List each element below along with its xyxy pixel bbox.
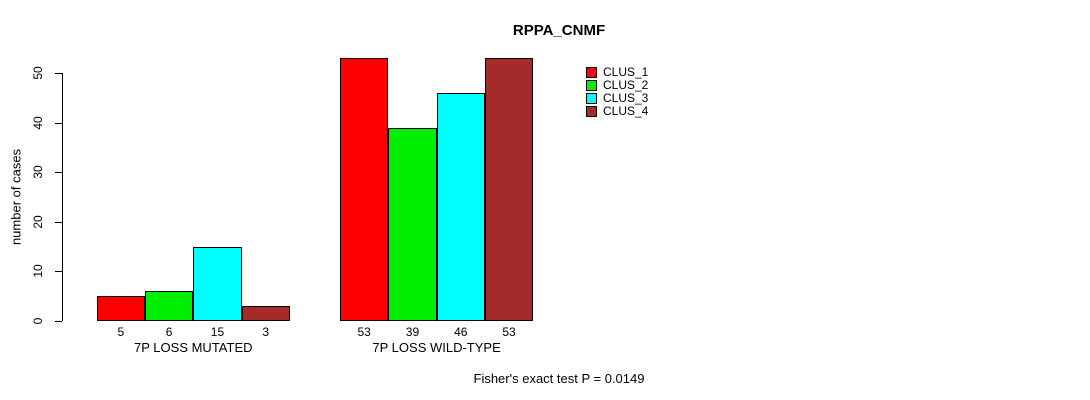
legend-item-clus_2: CLUS_2 xyxy=(586,79,648,92)
y-axis-line xyxy=(62,73,63,321)
bar-clus_1 xyxy=(96,296,145,321)
chart-title: RPPA_CNMF xyxy=(512,22,606,39)
legend-label: CLUS_3 xyxy=(603,91,649,105)
bar-value-label: 5 xyxy=(117,325,125,339)
y-tick-label: 50 xyxy=(31,66,45,80)
x-group-label: 7P LOSS WILD-TYPE xyxy=(372,340,501,355)
bar-value-label: 53 xyxy=(357,325,371,339)
y-tick-label: 10 xyxy=(31,264,45,279)
bar-clus_1 xyxy=(340,58,389,321)
y-tick-mark xyxy=(55,122,62,124)
bar-value-label: 53 xyxy=(502,325,516,339)
legend: CLUS_1 CLUS_2 CLUS_3 CLUS_4 xyxy=(586,66,648,118)
y-tick-mark xyxy=(55,321,62,322)
bar-clus_2 xyxy=(145,291,194,321)
y-tick-label: 30 xyxy=(31,165,45,179)
legend-label: CLUS_1 xyxy=(603,65,649,79)
bar-clus_3 xyxy=(193,246,242,321)
bar-value-label: 6 xyxy=(165,325,173,339)
legend-item-clus_4: CLUS_4 xyxy=(586,105,648,118)
x-group-label: 7P LOSS MUTATED xyxy=(134,340,253,355)
bar-value-label: 46 xyxy=(454,325,468,339)
y-tick-mark xyxy=(55,271,62,273)
bar-value-label: 39 xyxy=(405,325,420,339)
y-tick-label: 40 xyxy=(31,115,45,130)
legend-swatch-clus_3 xyxy=(586,93,597,104)
bar-clus_4 xyxy=(484,58,534,321)
bar-value-label: 15 xyxy=(210,325,225,339)
bar-value-label: 3 xyxy=(262,325,270,339)
y-tick-mark xyxy=(55,221,62,223)
bar-clus_4 xyxy=(241,306,290,321)
legend-swatch-clus_2 xyxy=(586,80,597,91)
y-tick-label: 0 xyxy=(31,317,45,325)
fisher-test-annotation: Fisher's exact test P = 0.0149 xyxy=(473,371,645,386)
legend-item-clus_3: CLUS_3 xyxy=(586,92,648,105)
legend-label: CLUS_2 xyxy=(603,78,649,92)
legend-label: CLUS_4 xyxy=(603,104,649,118)
legend-swatch-clus_4 xyxy=(586,106,597,117)
legend-swatch-clus_1 xyxy=(586,67,597,78)
bar-clus_2 xyxy=(388,127,437,321)
legend-item-clus_1: CLUS_1 xyxy=(586,66,648,79)
y-tick-mark xyxy=(55,172,62,174)
y-tick-mark xyxy=(55,73,62,74)
bar-clus_3 xyxy=(436,92,485,321)
y-tick-label: 20 xyxy=(31,215,45,229)
